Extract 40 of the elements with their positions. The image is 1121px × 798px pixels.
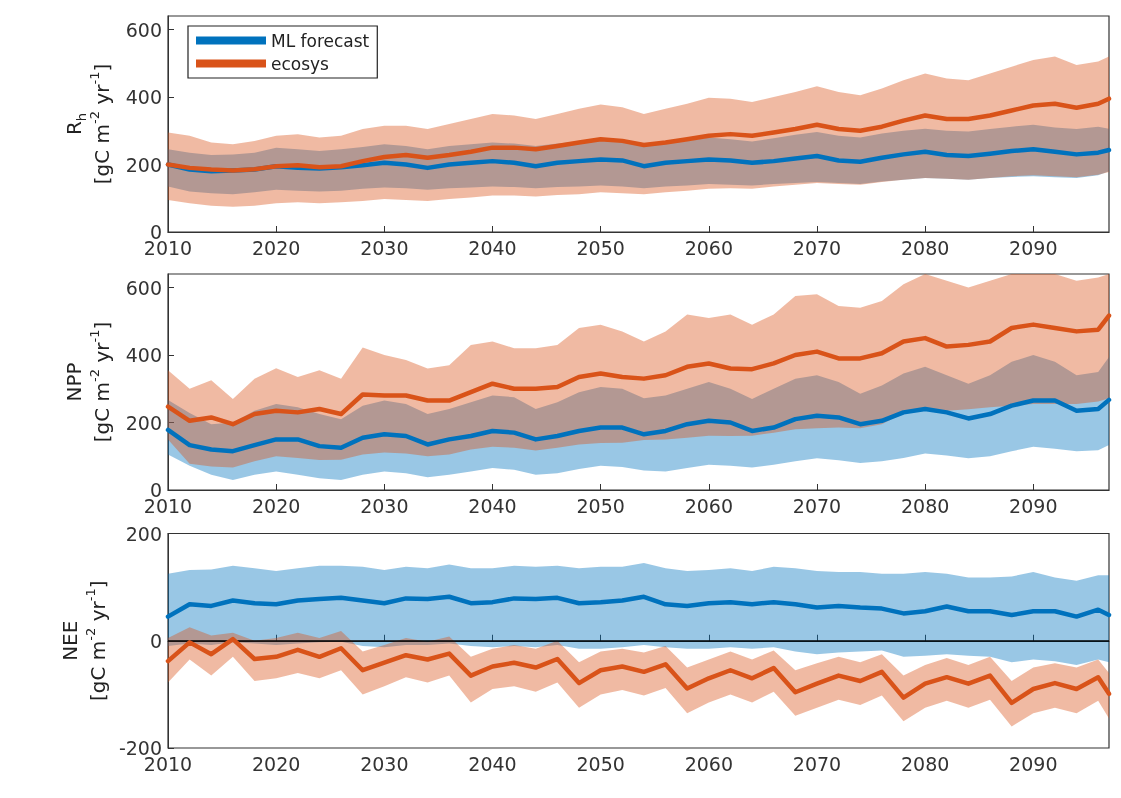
y-tick-label: 400	[125, 86, 162, 108]
line-series	[165, 313, 1112, 427]
y-tick-label: 200	[125, 522, 162, 545]
legend-label: ML forecast	[271, 30, 370, 51]
x-tick-label: 2040	[468, 494, 517, 517]
x-tick-label: 2030	[360, 236, 409, 259]
line-series	[165, 397, 1112, 454]
line-series	[165, 636, 1112, 706]
x-tick-label: 2070	[792, 752, 842, 775]
x-tick-label: 2080	[900, 494, 950, 517]
x-tick-label: 2070	[792, 494, 842, 517]
x-tick-label: 2030	[360, 752, 409, 775]
x-tick-label: 2050	[576, 752, 625, 775]
x-tick-label: 2040	[468, 752, 517, 775]
x-tick-label: 2060	[684, 494, 733, 517]
x-tick-label: 2080	[900, 752, 950, 775]
y-tick-label: 0	[149, 629, 162, 652]
x-tick-label: 2050	[576, 236, 625, 259]
x-tick-label: 2060	[684, 236, 733, 259]
line-series	[165, 96, 1112, 173]
y-tick-label: 200	[125, 411, 162, 434]
legend-label: ecosys	[271, 53, 330, 74]
x-tick-label: 2060	[684, 752, 733, 775]
line-series	[165, 594, 1112, 619]
x-tick-label: 2090	[1009, 752, 1058, 775]
x-tick-label: 2090	[1009, 236, 1058, 259]
x-tick-label: 2020	[251, 752, 301, 775]
x-tick-label: 2020	[251, 494, 301, 517]
y-tick-label: 600	[125, 276, 162, 299]
y-tick-label: 400	[125, 344, 162, 366]
x-tick-label: 2050	[576, 494, 625, 517]
y-tick-label: 200	[125, 153, 162, 176]
x-tick-label: 2080	[900, 236, 950, 259]
x-tick-label: 2070	[792, 236, 842, 259]
y-axis-title: Rh [gC m-2 yr-1]	[62, 63, 114, 185]
x-tick-label: 2020	[251, 236, 301, 259]
x-tick-label: 2040	[468, 236, 517, 259]
y-tick-label: 600	[125, 18, 162, 41]
x-tick-label: 2030	[360, 494, 409, 517]
x-tick-label: 2090	[1009, 494, 1058, 517]
